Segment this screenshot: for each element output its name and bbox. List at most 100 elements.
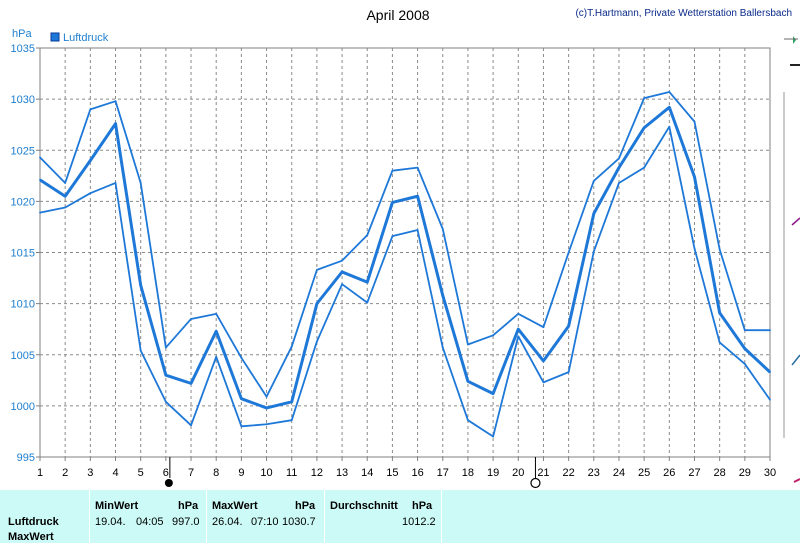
min-time: 04:05 [136,516,164,528]
data-point-avg [215,330,218,333]
data-point-max [618,157,620,160]
data-point-min [517,335,520,338]
x-tick-label: 17 [437,467,449,479]
data-point-min [39,211,41,214]
data-point-max [416,166,419,169]
data-point-min [592,250,595,253]
data-point-avg [315,302,318,305]
min-date: 19.04. [95,516,126,528]
avg-header: Durchschnitt [330,500,398,512]
data-point-min [718,341,721,344]
data-point-min [366,301,369,304]
data-point-max [668,91,671,93]
data-point-min [114,182,117,184]
data-point-avg [39,179,41,181]
data-point-min [190,424,192,427]
data-point-min [643,166,646,169]
data-point-avg [265,407,268,409]
data-point-avg [693,175,696,178]
data-point-avg [668,106,671,109]
x-tick-label: 5 [138,467,144,479]
legend-swatch [50,32,60,42]
table-separator [441,490,442,543]
avg-unit: hPa [412,500,433,512]
min-value: 997.0 [172,516,200,528]
data-point-avg [64,195,67,198]
y-unit-label: hPa [12,28,32,40]
green-mark [793,36,796,44]
x-tick-label: 21 [537,467,549,479]
data-point-min [441,346,444,349]
max-value: 1030.7 [282,516,316,528]
data-point-max [315,268,318,271]
data-point-min [64,206,67,209]
data-point-min [265,423,268,426]
y-tick-label: 1005 [11,350,35,362]
data-point-min [769,398,771,401]
data-point-avg [391,201,394,204]
data-point-max [265,395,268,398]
avg-value: 1012.2 [402,516,436,528]
data-point-avg [643,126,646,129]
data-point-max [215,312,218,315]
data-point-max [190,318,192,320]
data-point-min [139,349,142,352]
x-tick-label: 18 [462,467,474,479]
data-point-avg [769,371,771,374]
legend-label: Luftdruck [63,32,109,44]
data-point-min [391,235,394,238]
data-point-max [290,345,293,348]
data-point-max [441,228,444,230]
x-tick-label: 13 [336,467,348,479]
y-tick-label: 1000 [11,401,35,413]
y-tick-label: 1010 [11,299,35,311]
data-point-max [391,169,394,172]
data-point-avg [341,271,343,273]
data-point-min [240,425,243,428]
data-point-max [492,334,495,337]
data-point-max [139,182,142,184]
data-point-avg [290,400,293,403]
data-point-avg [89,159,92,162]
x-tick-label: 12 [311,467,323,479]
x-tick-label: 28 [714,467,726,479]
data-point-max [240,356,243,359]
data-point-min [668,125,671,128]
data-point-min [693,247,696,250]
x-tick-label: 22 [562,467,574,479]
data-point-max [542,326,545,329]
decor-purple [791,217,800,226]
data-point-avg [190,382,192,385]
data-point-max [567,251,570,254]
y-tick-label: 995 [17,452,35,464]
x-tick-label: 26 [663,467,675,479]
data-point-avg [718,311,721,314]
x-tick-label: 27 [688,467,700,479]
data-point-min [341,283,343,286]
y-tick-label: 1015 [11,248,35,260]
x-tick-label: 23 [588,467,600,479]
data-point-min [467,419,469,422]
x-tick-label: 19 [487,467,499,479]
data-point-min [89,192,92,195]
data-point-min [618,182,620,184]
data-point-max [366,234,369,237]
data-point-max [718,248,721,251]
y-tick-label: 1035 [11,43,35,55]
row-label-luftdruck: Luftdruck [8,516,59,528]
data-point-avg [441,294,444,297]
x-tick-label: 10 [260,467,272,479]
data-point-avg [139,284,142,287]
data-point-min [215,355,218,358]
data-point-avg [467,380,469,383]
data-point-avg [492,392,495,395]
max-date: 26.04. [212,516,243,528]
data-point-avg [618,166,620,169]
x-tick-label: 15 [386,467,398,479]
min-unit: hPa [178,500,199,512]
summary-table: Luftdruck MaxWert MinWert hPa 19.04. 04:… [0,490,800,543]
data-point-avg [240,397,243,400]
x-tick-label: 2 [62,467,68,479]
x-tick-label: 3 [87,467,93,479]
